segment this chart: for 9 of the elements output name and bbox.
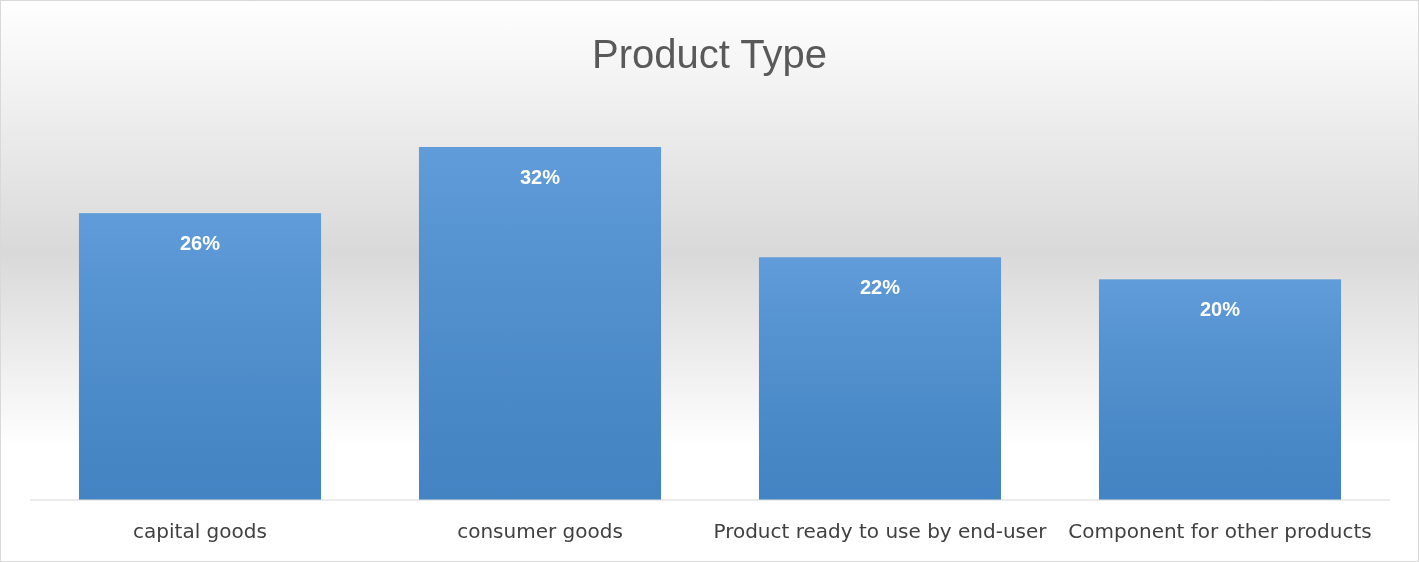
data-label: 22%	[859, 276, 901, 299]
chart-title: Product Type	[592, 32, 827, 76]
data-label: 26%	[179, 232, 221, 255]
data-label: 20%	[1199, 298, 1241, 321]
x-tick-label: Component for other products	[1068, 519, 1372, 543]
x-tick-label: consumer goods	[457, 519, 623, 543]
x-tick-label: capital goods	[133, 519, 267, 543]
x-tick-label: Product ready to use by end-user	[713, 519, 1048, 543]
data-label: 32%	[519, 166, 561, 188]
